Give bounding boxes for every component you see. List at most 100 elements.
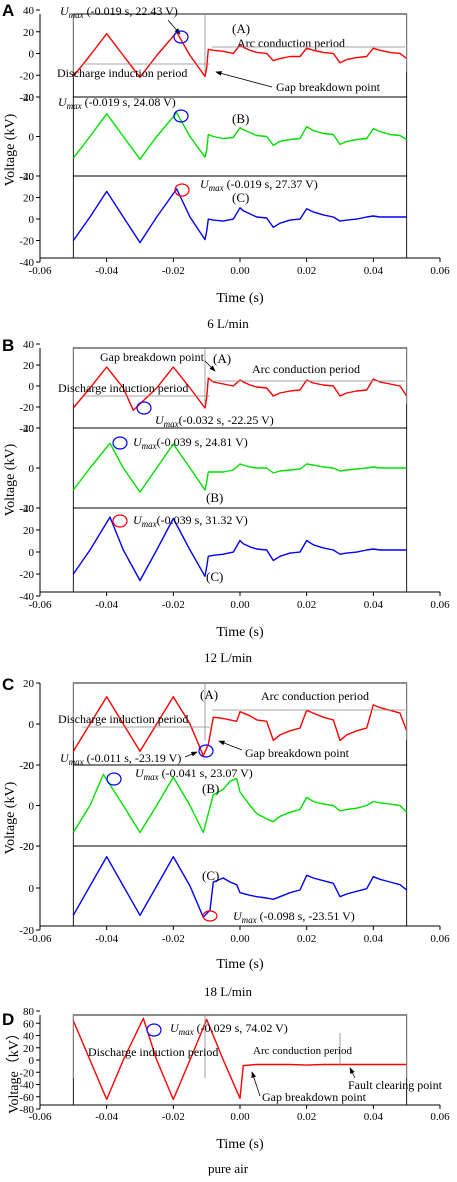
x-tick-label: 0.00 bbox=[230, 933, 250, 945]
y-axis-label-d: Voltage（kV） bbox=[6, 1026, 22, 1114]
y-tick-label: -20 bbox=[19, 503, 34, 515]
x-tick-label: -0.04 bbox=[95, 599, 118, 611]
arc-conduction-label-a: Arc conduction period bbox=[237, 36, 345, 50]
y-tick-label: 20 bbox=[23, 27, 35, 39]
y-tick-label: -20 bbox=[19, 925, 34, 937]
y-tick-label: 20 bbox=[23, 841, 35, 853]
umax-marker-a3 bbox=[174, 183, 190, 197]
umax-marker-a1 bbox=[173, 30, 189, 44]
y-tick-label: 40 bbox=[23, 1031, 35, 1043]
x-tick-label: 0.00 bbox=[230, 599, 250, 611]
x-tick-label: -0.06 bbox=[29, 265, 52, 277]
x-tick-label: -0.06 bbox=[29, 599, 52, 611]
umax-annotation-a2: Umax (-0.019 s, 24.08 V) bbox=[58, 95, 176, 111]
umax-annotation-c2: Umax (-0.041 s, 23.07 V) bbox=[135, 766, 253, 782]
y-tick-label: 80 bbox=[23, 1006, 35, 1018]
x-tick-label: 0.06 bbox=[430, 933, 450, 945]
panel-letter-d: D bbox=[2, 1010, 14, 1029]
y-tick-label: 0 bbox=[29, 463, 35, 475]
x-tick-label: -0.04 bbox=[95, 933, 118, 945]
x-tick-label: -0.02 bbox=[162, 933, 185, 945]
y-tick-label: 60 bbox=[23, 1018, 35, 1030]
series-label-b-a: (A) bbox=[213, 351, 231, 366]
y-tick-label: -40 bbox=[19, 257, 34, 269]
y-axis-label-c: Voltage (kV) bbox=[3, 781, 18, 854]
y-tick-label: -20 bbox=[19, 171, 34, 183]
panel-letter-a: A bbox=[2, 1, 14, 20]
x-tick-label: 0.00 bbox=[230, 265, 250, 277]
panel-letter-b: B bbox=[2, 336, 14, 355]
gap-breakdown-label-d: Gap breakdown point bbox=[262, 1090, 367, 1104]
caption-d: pure air bbox=[208, 1161, 249, 1176]
arc-conduction-label-c: Arc conduction period bbox=[261, 689, 369, 703]
y-tick-label: 40 bbox=[23, 339, 35, 351]
x-tick-label: 0.00 bbox=[230, 1111, 250, 1123]
y-tick-label: 0 bbox=[29, 214, 35, 226]
series-line bbox=[72, 111, 408, 160]
y-tick-label: -40 bbox=[19, 92, 34, 104]
y-tick-label: 20 bbox=[23, 92, 35, 104]
y-axis-label-a: Voltage (kV) bbox=[3, 113, 18, 186]
umax-marker-b3 bbox=[112, 514, 128, 528]
y-tick-label: -20 bbox=[19, 236, 34, 248]
umax-marker-b1 bbox=[136, 401, 152, 415]
y-tick-label: -40 bbox=[19, 171, 34, 183]
caption-a: 6 L/min bbox=[207, 316, 249, 331]
x-tick-label: 0.06 bbox=[430, 265, 450, 277]
y-tick-label: 0 bbox=[29, 883, 35, 895]
umax-annotation-a1: Umax (-0.019 s, 22.43 V) bbox=[60, 4, 178, 20]
x-axis-label-d: Time (s) bbox=[216, 1137, 264, 1152]
discharge-induction-label-d: Discharge induction period bbox=[88, 1045, 218, 1059]
x-tick-label: -0.04 bbox=[95, 265, 118, 277]
y-tick-label: 40 bbox=[23, 5, 35, 17]
fault-clearing-label-d: Fault clearing point bbox=[348, 1078, 443, 1092]
umax-annotation-a3: Umax (-0.019 s, 27.37 V) bbox=[200, 177, 318, 193]
y-tick-label: -40 bbox=[19, 591, 34, 603]
caption-c: 18 L/min bbox=[204, 984, 253, 999]
series-label-c-c: (C) bbox=[202, 868, 219, 883]
x-axis-label-b: Time (s) bbox=[216, 625, 264, 640]
gap-breakdown-label-a: Gap breakdown point bbox=[276, 80, 381, 94]
umax-annotation-b1: Umax(-0.032 s, -22.25 V) bbox=[155, 413, 274, 429]
y-tick-label: 20 bbox=[23, 1043, 35, 1055]
x-tick-label: -0.02 bbox=[162, 1111, 185, 1123]
y-tick-label: -20 bbox=[19, 1067, 34, 1079]
x-tick-label: -0.06 bbox=[29, 933, 52, 945]
series-line bbox=[72, 856, 408, 918]
x-tick-label: 0.02 bbox=[297, 599, 316, 611]
series-label-c-a: (A) bbox=[200, 687, 218, 702]
x-tick-label: 0.02 bbox=[297, 1111, 316, 1123]
umax-annotation-d: Umax (-0.029 s, 74.02 V) bbox=[170, 1021, 288, 1037]
gap-breakdown-label-b: Gap breakdown point bbox=[100, 350, 205, 364]
y-tick-label: -60 bbox=[19, 1092, 34, 1104]
y-tick-label: 0 bbox=[29, 49, 35, 61]
umax-marker-d bbox=[146, 1023, 162, 1037]
x-tick-label: 0.04 bbox=[364, 599, 384, 611]
x-tick-label: 0.06 bbox=[430, 1111, 450, 1123]
x-tick-label: 0.04 bbox=[364, 265, 384, 277]
x-tick-label: 0.06 bbox=[430, 599, 450, 611]
x-tick-label: -0.02 bbox=[162, 599, 185, 611]
x-tick-label: 0.04 bbox=[364, 933, 384, 945]
x-tick-label: -0.06 bbox=[29, 1111, 52, 1123]
x-tick-label: 0.04 bbox=[364, 1111, 384, 1123]
discharge-induction-label-a: Discharge induction period bbox=[57, 66, 187, 80]
y-tick-label: -20 bbox=[19, 841, 34, 853]
y-tick-label: 0 bbox=[29, 547, 35, 559]
y-tick-label: 20 bbox=[23, 193, 35, 205]
y-tick-label: 0 bbox=[29, 381, 35, 393]
panel-a: A Voltage (kV) 40200-20-40200-20-40200-2… bbox=[2, 1, 450, 331]
series-label-b-c: (C) bbox=[206, 569, 223, 584]
series-line bbox=[72, 696, 408, 757]
umax-annotation-c3: Umax (-0.098 s, -23.51 V) bbox=[233, 909, 355, 925]
arc-conduction-label-d: Arc conduction period bbox=[253, 1045, 352, 1057]
y-tick-label: -40 bbox=[19, 1080, 34, 1092]
panel-b: B Voltage (kV) 40200-20-40200-20-40200-2… bbox=[2, 336, 450, 665]
umax-marker-c2 bbox=[106, 772, 122, 786]
y-tick-label: 0 bbox=[29, 801, 35, 813]
